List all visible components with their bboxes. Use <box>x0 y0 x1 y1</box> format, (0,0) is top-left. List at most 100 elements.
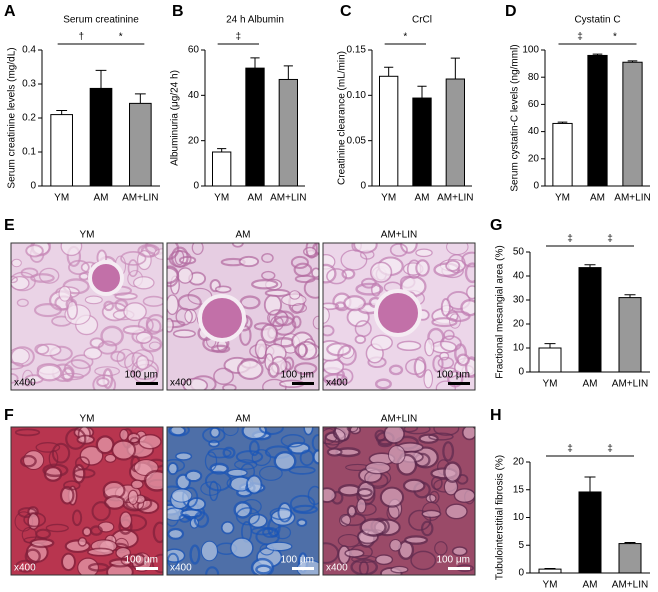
error-bar <box>217 148 227 152</box>
tissue-texture <box>207 447 232 459</box>
y-tick-label: 10 <box>513 343 525 354</box>
scale-bar-label: 100 μm <box>280 370 314 381</box>
tissue-texture <box>81 526 92 537</box>
tissue-texture <box>204 451 218 471</box>
tissue-texture <box>420 520 434 537</box>
x-tick-label: AM <box>415 193 430 204</box>
tissue-texture <box>235 507 260 526</box>
tissue-texture <box>326 268 347 285</box>
tissue-texture <box>294 274 316 284</box>
micrograph <box>167 243 319 390</box>
tissue-texture <box>167 294 179 316</box>
tissue-texture <box>143 469 163 492</box>
tissue-texture <box>248 440 260 457</box>
tissue-texture <box>387 445 406 465</box>
tissue-texture <box>70 354 94 370</box>
tissue-texture <box>415 248 433 258</box>
tissue-texture <box>264 288 291 298</box>
tissue-texture <box>171 488 193 503</box>
tissue-texture <box>428 432 454 441</box>
chart-title: Serum creatinine <box>63 15 139 26</box>
bar <box>412 97 432 187</box>
tissue-texture <box>119 511 133 530</box>
image-title: AM+LIN <box>381 230 417 241</box>
tissue-texture <box>142 295 163 307</box>
error-bar <box>384 66 394 77</box>
y-tick-label: 40 <box>528 126 540 137</box>
tissue-texture <box>120 251 147 266</box>
tissue-texture <box>415 259 430 277</box>
tissue-texture <box>379 486 405 508</box>
tissue-texture <box>151 553 163 574</box>
tissue-texture <box>389 243 408 257</box>
y-tick-label: 60 <box>188 45 200 56</box>
tissue-texture <box>204 470 232 492</box>
tissue-texture <box>91 501 111 522</box>
tissue-texture <box>336 368 354 385</box>
tissue-texture <box>83 347 103 360</box>
micrograph <box>323 427 475 575</box>
tissue-texture <box>445 259 461 272</box>
micrograph <box>11 427 163 575</box>
bar <box>212 151 232 187</box>
tissue-texture <box>323 324 335 337</box>
tissue-texture <box>127 489 139 505</box>
y-tick-label: 20 <box>188 135 200 146</box>
image-frame <box>166 242 320 391</box>
error-bar <box>95 69 107 89</box>
tissue-texture <box>191 243 204 255</box>
y-tick-label: 0 <box>193 181 199 192</box>
tissue-texture <box>305 243 318 259</box>
y-tick-label: 0 <box>30 181 36 192</box>
tissue-texture <box>63 359 91 379</box>
tissue-texture <box>239 295 261 310</box>
panel-letter: D <box>505 3 517 20</box>
image-title: YM <box>80 414 95 425</box>
tissue-texture <box>251 279 279 290</box>
x-tick-label: YM <box>381 193 396 204</box>
tissue-texture <box>423 369 433 389</box>
tissue-texture <box>446 243 469 256</box>
tissue-texture <box>222 427 239 437</box>
tissue-texture <box>73 468 96 479</box>
tissue-texture <box>292 504 318 515</box>
y-tick-label: 50 <box>513 247 525 258</box>
magnification: x400 <box>326 378 348 389</box>
tissue-texture <box>323 487 337 504</box>
panel-letter: G <box>490 217 502 234</box>
tissue-texture <box>103 300 115 312</box>
tissue-texture <box>130 479 144 490</box>
scale-bar-label: 100 μm <box>124 555 158 566</box>
y-tick-label: 20 <box>513 319 525 330</box>
error-bar <box>624 541 636 544</box>
tissue-texture <box>120 553 148 568</box>
y-axis-label: Serum cystatin-C levels (ng/mml) <box>510 44 521 191</box>
y-tick-label: 15 <box>513 484 525 495</box>
magnification: x400 <box>170 563 192 574</box>
tissue-texture <box>443 461 462 483</box>
y-axis-label: Creatinine clearance (mL/min) <box>337 51 348 185</box>
bar <box>578 267 602 373</box>
bar <box>618 543 642 574</box>
tissue-texture <box>312 315 319 330</box>
tissue-texture <box>254 339 268 360</box>
glomerulus <box>198 294 246 342</box>
tissue-texture <box>250 526 274 536</box>
tissue-texture <box>48 449 59 468</box>
tissue-texture <box>344 548 365 558</box>
tissue-texture <box>229 537 254 559</box>
error-bar <box>283 65 293 80</box>
x-tick-label: YM <box>555 193 570 204</box>
tissue-texture <box>442 441 455 462</box>
x-tick-label: AM+LIN <box>437 193 473 204</box>
tissue-texture <box>361 277 377 289</box>
tissue-texture <box>24 548 41 565</box>
tissue-texture <box>238 255 260 268</box>
tissue-texture <box>374 554 394 566</box>
magnification: x400 <box>14 378 36 389</box>
tissue-texture <box>323 302 340 311</box>
tissue-texture <box>16 298 29 308</box>
tissue-texture <box>233 500 253 519</box>
bar <box>538 347 562 373</box>
bar <box>245 67 265 187</box>
